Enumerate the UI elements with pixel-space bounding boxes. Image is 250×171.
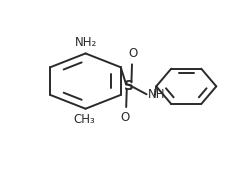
Text: NH₂: NH₂ (74, 36, 96, 49)
Text: S: S (124, 79, 134, 93)
Text: NH: NH (148, 88, 165, 101)
Text: O: O (128, 47, 138, 60)
Text: CH₃: CH₃ (74, 113, 96, 126)
Text: O: O (120, 111, 130, 124)
